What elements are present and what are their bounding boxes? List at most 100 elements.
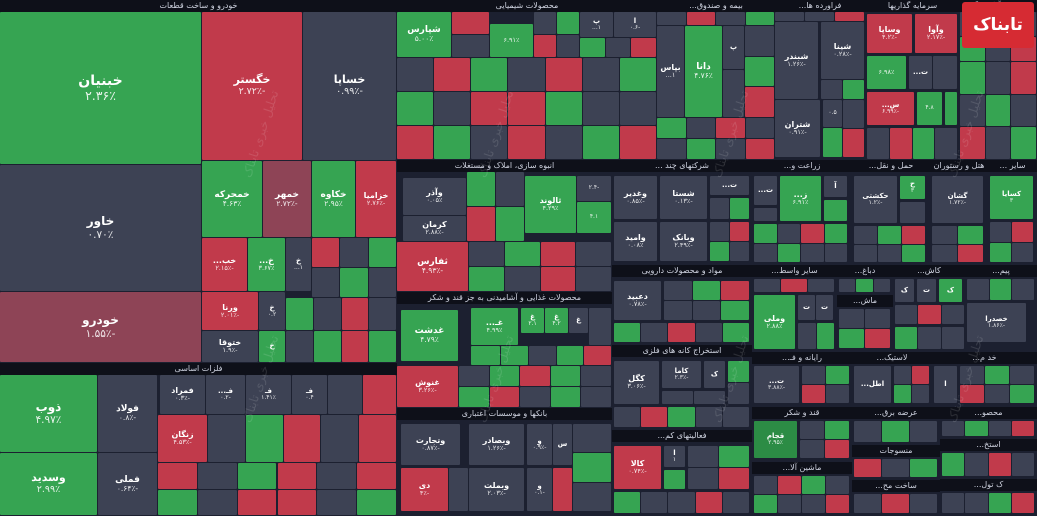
stock-tile-small[interactable] — [801, 224, 824, 243]
stock-tile-small[interactable] — [843, 80, 864, 99]
stock-tile-small[interactable] — [328, 375, 362, 414]
stock-tile[interactable]: وسدید ۲.۹۹٪ — [0, 453, 97, 515]
stock-tile-small[interactable] — [573, 482, 611, 511]
stock-tile-small[interactable] — [540, 242, 576, 266]
stock-tile[interactable]: ت... -۳.۸۸٪ — [754, 366, 799, 403]
stock-tile-small[interactable] — [1011, 421, 1034, 436]
stock-tile-small[interactable] — [754, 208, 777, 221]
stock-tile[interactable]: ا — [934, 366, 957, 403]
stock-tile[interactable]: وغدیر -۰.۸۵٪ — [614, 176, 657, 219]
stock-tile-small[interactable] — [801, 243, 824, 262]
stock-tile[interactable]: خ — [259, 331, 285, 362]
stock-tile-small[interactable] — [614, 407, 641, 427]
stock-tile-small[interactable] — [722, 323, 749, 342]
stock-tile-small[interactable] — [434, 58, 471, 91]
stock-tile[interactable]: فملی -۰.۶۴٪ — [98, 453, 157, 515]
stock-tile-small[interactable] — [496, 207, 524, 241]
stock-tile[interactable]: ک — [895, 279, 914, 302]
stock-tile[interactable]: خاور ۰.۷۰٪ — [0, 165, 201, 291]
stock-tile-small[interactable] — [710, 222, 729, 241]
stock-tile-small[interactable] — [459, 387, 489, 407]
stock-tile-small[interactable] — [317, 489, 357, 515]
stock-tile-small[interactable] — [798, 323, 816, 349]
stock-tile-small[interactable] — [985, 366, 1009, 384]
stock-tile-small[interactable] — [686, 139, 715, 159]
stock-tile-small[interactable] — [719, 446, 749, 467]
stock-tile-small[interactable] — [668, 323, 695, 342]
stock-tile-small[interactable] — [545, 126, 582, 159]
stock-tile-small[interactable] — [397, 92, 434, 125]
stock-tile-small[interactable] — [867, 128, 889, 159]
stock-tile-small[interactable] — [722, 492, 749, 513]
stock-tile-small[interactable] — [1011, 453, 1034, 476]
stock-tile-small[interactable] — [686, 118, 715, 138]
stock-tile-small[interactable] — [754, 495, 777, 513]
stock-tile[interactable]: خودرو -۱.۵۵٪ — [0, 292, 201, 362]
stock-tile-small[interactable] — [286, 298, 313, 330]
stock-tile-small[interactable] — [710, 198, 729, 219]
stock-tile-small[interactable] — [912, 366, 929, 384]
stock-tile[interactable]: پ — [723, 26, 744, 69]
stock-tile-small[interactable] — [496, 172, 524, 206]
stock-tile[interactable]: وبملت -۲.۰۳٪ — [469, 468, 524, 511]
stock-tile[interactable]: غنوش -۳.۲۶٪ — [397, 366, 458, 407]
stock-tile-small[interactable] — [657, 118, 686, 138]
stock-tile-small[interactable] — [619, 58, 656, 91]
stock-tile[interactable]: غ ۲.۱ — [521, 308, 544, 333]
stock-tile-small[interactable] — [821, 80, 842, 99]
stock-tile-small[interactable] — [369, 330, 396, 362]
stock-tile-small[interactable] — [945, 92, 957, 125]
stock-tile-small[interactable] — [321, 415, 359, 462]
stock-tile-small[interactable] — [589, 308, 611, 345]
stock-tile[interactable]: آ — [824, 176, 847, 197]
stock-tile-small[interactable] — [716, 118, 745, 138]
stock-tile-small[interactable] — [581, 387, 611, 407]
stock-tile-small[interactable] — [985, 94, 1011, 127]
stock-tile[interactable]: ذوب ۴.۹۷٪ — [0, 375, 97, 452]
stock-tile-small[interactable] — [865, 329, 890, 348]
stock-tile[interactable]: و -۰.۱ — [527, 468, 552, 511]
stock-tile[interactable]: ثالوند ۴.۲۹٪ — [525, 176, 576, 233]
stock-tile-small[interactable] — [286, 330, 313, 362]
stock-tile-small[interactable] — [910, 459, 937, 477]
stock-tile[interactable]: ۴.۱ — [577, 202, 611, 233]
stock-tile[interactable]: ورنا -۲.۰۱٪ — [202, 292, 258, 330]
stock-tile-small[interactable] — [941, 305, 964, 324]
stock-tile[interactable]: ک — [939, 279, 962, 302]
stock-tile[interactable]: ت — [816, 295, 833, 320]
stock-tile-small[interactable] — [942, 493, 965, 513]
stock-tile-small[interactable] — [471, 92, 508, 125]
stock-tile-small[interactable] — [932, 244, 957, 262]
stock-tile-small[interactable] — [775, 12, 804, 21]
stock-tile-small[interactable] — [728, 383, 749, 404]
stock-tile[interactable]: دانا ۴.۷۶٪ — [685, 26, 722, 117]
stock-tile-small[interactable] — [754, 279, 780, 292]
stock-tile[interactable]: کاما -۲.۳٪ — [662, 361, 701, 388]
stock-tile-small[interactable] — [459, 366, 489, 386]
stock-tile[interactable]: خ... ۳.۶۷٪ — [248, 238, 285, 291]
stock-tile-small[interactable] — [580, 38, 605, 57]
stock-tile-small[interactable] — [965, 453, 988, 476]
stock-tile-small[interactable] — [882, 459, 909, 477]
stock-tile-small[interactable] — [839, 309, 864, 328]
stock-tile-small[interactable] — [489, 387, 520, 407]
stock-tile[interactable]: وساپا -۴.۲٪ — [867, 14, 912, 53]
stock-tile-small[interactable] — [965, 421, 988, 436]
stock-tile-small[interactable] — [520, 366, 550, 386]
stock-tile[interactable]: ۶.۹۱٪ — [490, 24, 533, 57]
stock-tile[interactable]: ثفارس -۴.۹۳٪ — [397, 242, 468, 291]
stock-tile-small[interactable] — [854, 494, 881, 513]
stock-tile[interactable]: وبصادر -۱.۲۶٪ — [469, 424, 524, 465]
stock-tile-small[interactable] — [208, 415, 245, 462]
stock-tile-small[interactable] — [158, 463, 197, 489]
stock-tile-small[interactable] — [557, 12, 579, 34]
stock-tile-small[interactable] — [910, 494, 937, 513]
stock-tile-small[interactable] — [245, 415, 283, 462]
stock-tile-small[interactable] — [368, 238, 396, 267]
stock-tile-small[interactable] — [504, 242, 540, 266]
stock-tile-small[interactable] — [504, 267, 540, 291]
stock-tile-small[interactable] — [619, 92, 656, 125]
stock-tile-small[interactable] — [910, 421, 937, 442]
stock-tile-small[interactable] — [902, 226, 925, 244]
stock-tile-small[interactable] — [540, 267, 576, 291]
